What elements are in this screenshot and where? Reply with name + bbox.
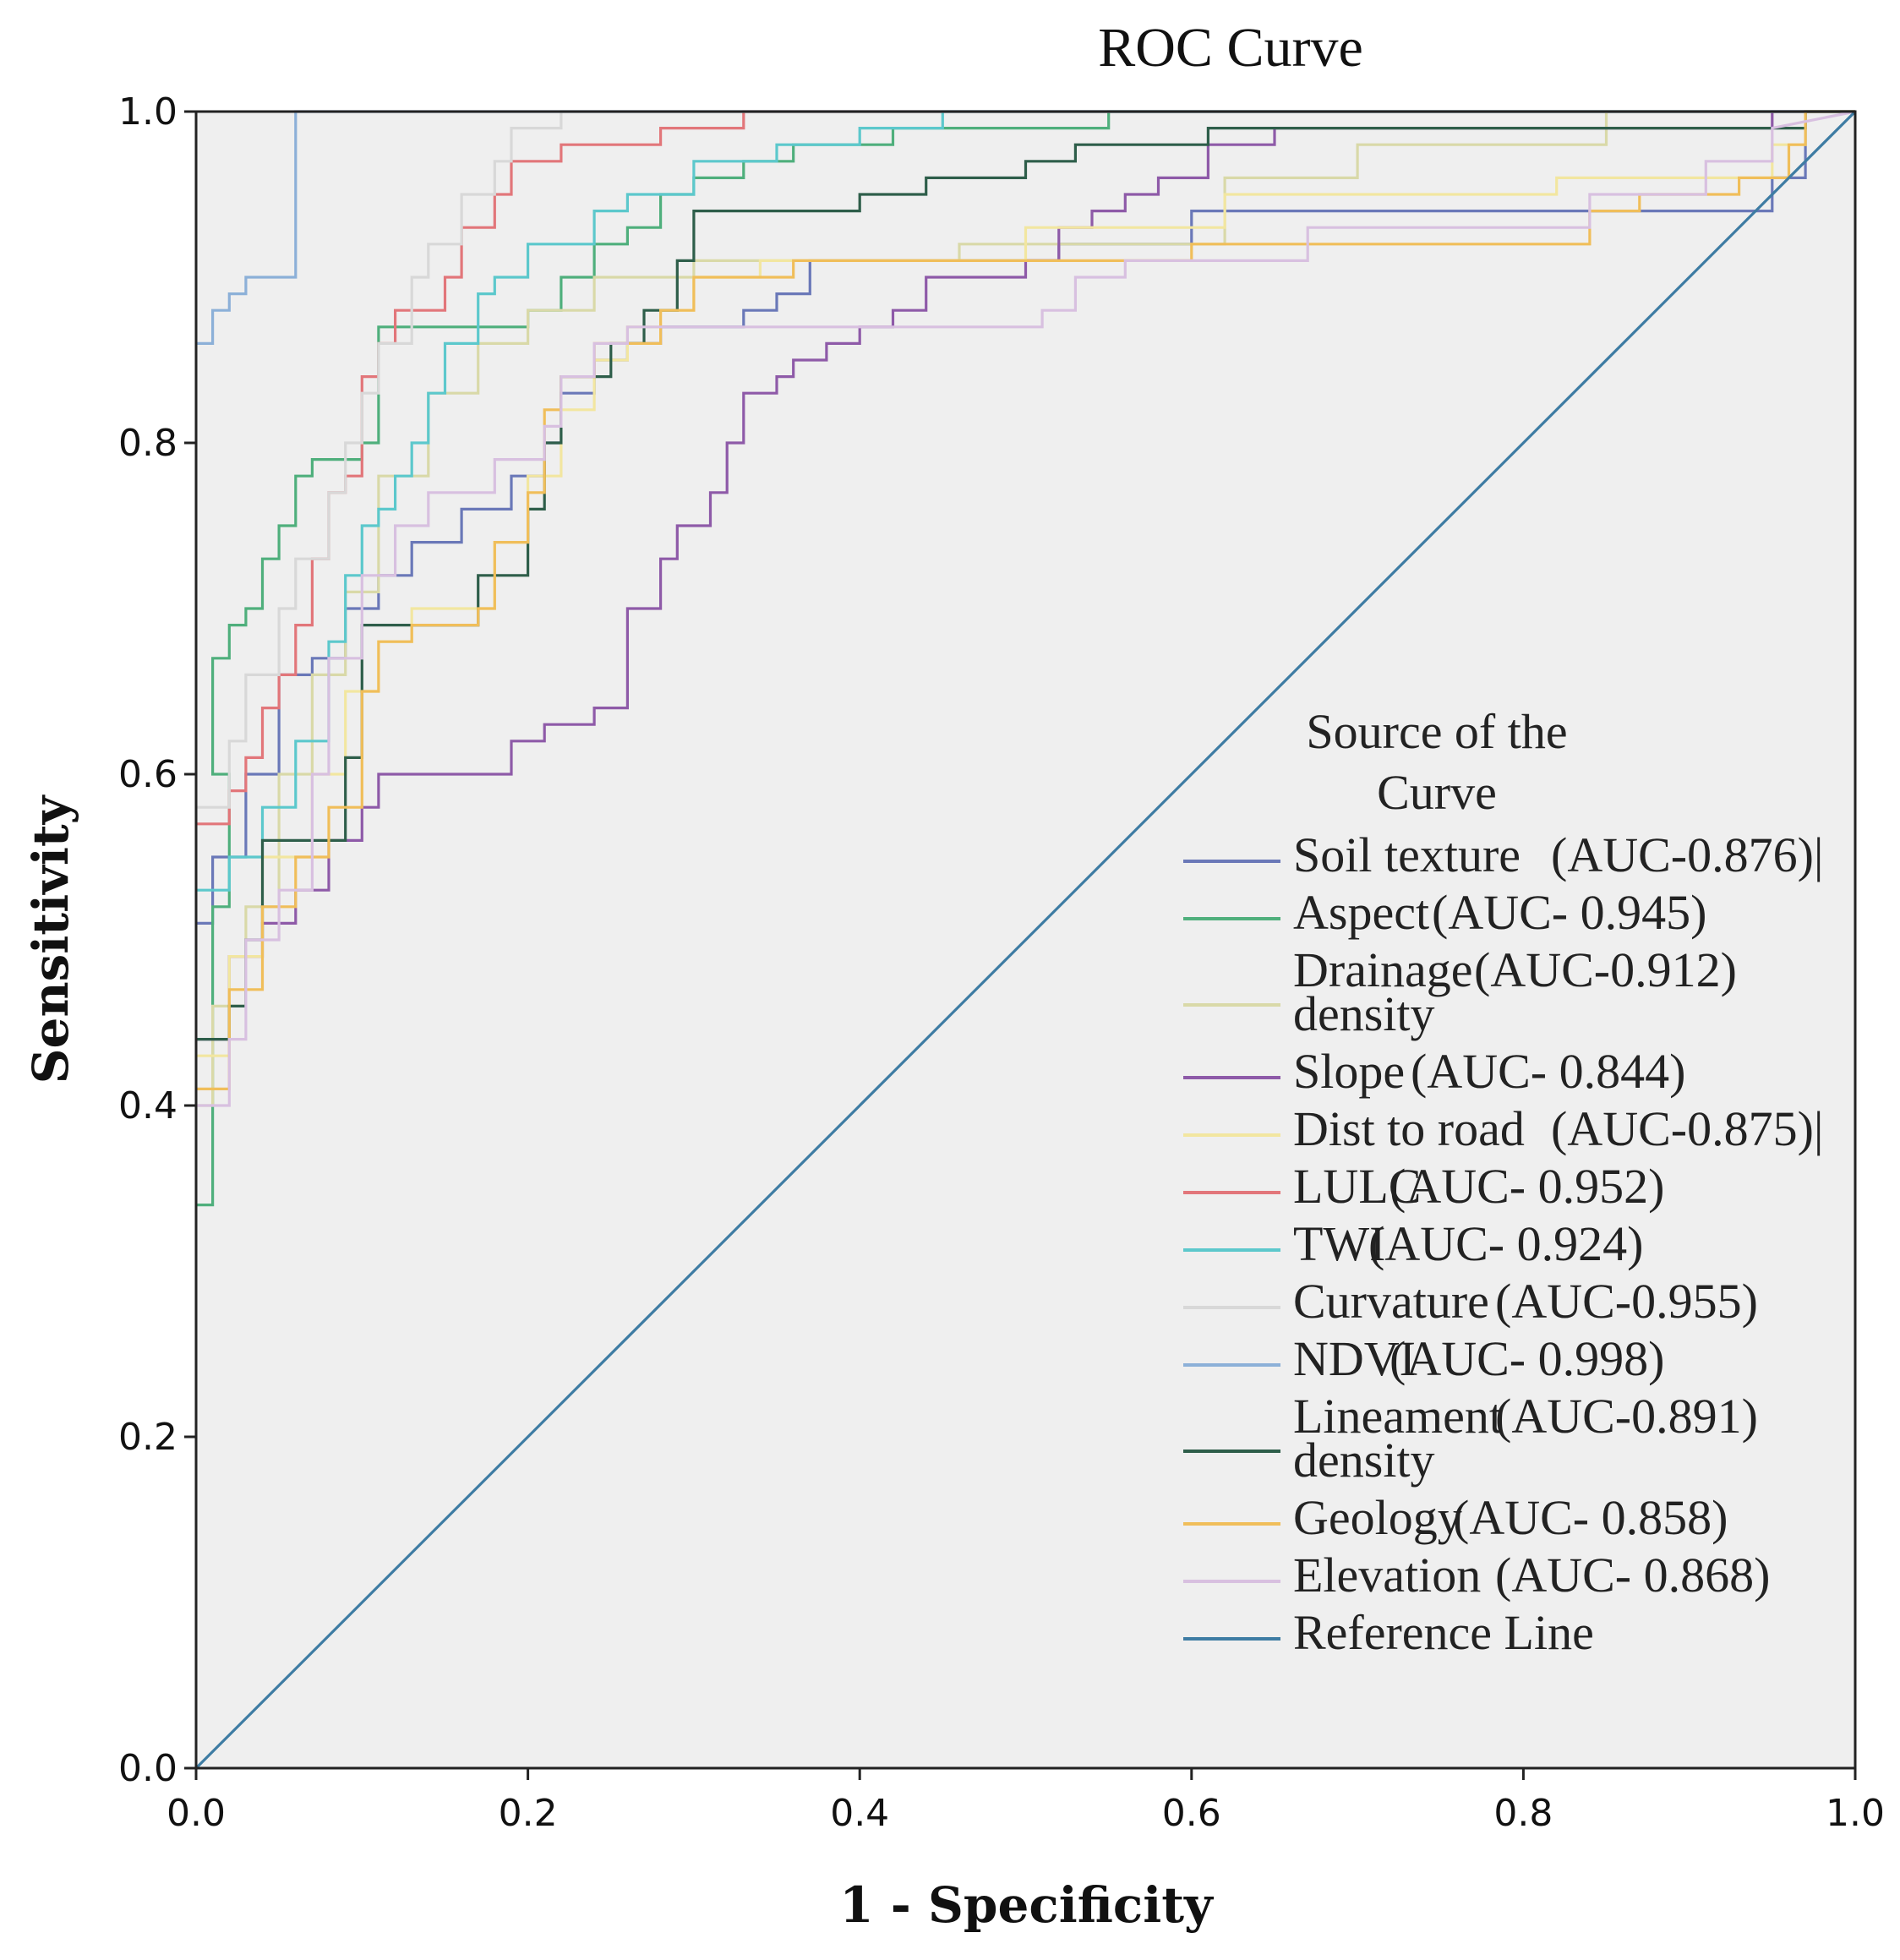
series-line-geology (196, 110, 1855, 1090)
legend-label-curvature: Curvature (1293, 1274, 1489, 1329)
x-axis: 0.0 0.2 0.4 0.6 0.8 1.0 (167, 1768, 1885, 1835)
legend-label-geology: Geology (1293, 1490, 1462, 1545)
x-tick-label: 0.8 (1493, 1792, 1553, 1835)
legend-label-ndvi: NDVI (1293, 1331, 1416, 1386)
legend-label-soil-texture: Soil texture (1293, 827, 1521, 882)
series-line-drainage (196, 110, 1855, 1107)
legend-label-line2-lineament: density (1293, 1433, 1435, 1488)
legend-items: Soil texture (AUC-0.876)| Aspect (AUC- 0.94… (1183, 827, 1824, 1660)
legend-label-lulc: LULC (1293, 1159, 1421, 1214)
legend: Source of the Curve Soil texture (AUC-0.8… (1183, 704, 1824, 1660)
y-tick-label: 0.2 (118, 1416, 177, 1459)
legend-label-line2-drainage: density (1293, 986, 1435, 1041)
legend-label-dist-to-road: Dist to road (1293, 1101, 1525, 1156)
legend-auc-twi: (AUC- 0.924) (1368, 1216, 1643, 1271)
legend-label-reference-line: Reference Line (1293, 1605, 1594, 1660)
series-line-reference-line (194, 110, 1857, 1770)
y-axis: 0.0 0.2 0.4 0.6 0.8 1.0 (118, 90, 196, 1790)
chart-title: ROC Curve (1098, 17, 1363, 79)
y-tick-label: 0.6 (118, 753, 177, 796)
legend-auc-lulc: (AUC- 0.952) (1390, 1159, 1664, 1214)
legend-label-elevation: Elevation (1293, 1548, 1481, 1602)
series-line-slope (196, 110, 1855, 1041)
y-axis-title: Sensitivity (22, 794, 79, 1084)
series-line-lulc (196, 110, 1855, 826)
legend-title-line1: Source of the (1306, 704, 1567, 759)
x-tick-label: 0.6 (1162, 1792, 1221, 1835)
series-line-twi (196, 110, 1855, 892)
plot-frame (194, 110, 1857, 1770)
x-axis-title: 1 - Specificity (839, 1876, 1215, 1934)
y-tick-label: 0.0 (118, 1747, 177, 1790)
legend-auc-geology: (AUC- 0.858) (1453, 1490, 1728, 1545)
legend-auc-aspect: (AUC- 0.945) (1432, 885, 1706, 940)
series-line-lineament (196, 110, 1855, 1041)
x-tick-label: 1.0 (1826, 1792, 1885, 1835)
legend-label-aspect: Aspect (1293, 885, 1429, 940)
legend-auc-elevation: (AUC- 0.868) (1495, 1548, 1770, 1602)
legend-auc-ndvi: (AUC- 0.998) (1390, 1331, 1664, 1386)
y-tick-label: 1.0 (118, 90, 177, 134)
series-line-elevation (196, 110, 1856, 1107)
legend-label-twi: TWI (1293, 1216, 1386, 1271)
series-line-ndvi (196, 110, 1855, 345)
y-tick-label: 0.8 (118, 422, 177, 465)
legend-auc-curvature: (AUC-0.955) (1495, 1274, 1758, 1329)
y-tick-label: 0.4 (118, 1084, 177, 1127)
legend-label-drainage: Drainage (1293, 942, 1473, 997)
legend-label-slope: Slope (1293, 1044, 1405, 1099)
legend-title-line2: Curve (1377, 765, 1497, 820)
x-tick-label: 0.0 (167, 1792, 226, 1835)
series-layer (194, 110, 1857, 1770)
legend-label-lineament: Lineament (1293, 1389, 1503, 1444)
legend-auc-soil-texture: (AUC-0.876)| (1551, 827, 1824, 882)
legend-auc-slope: (AUC- 0.844) (1411, 1044, 1685, 1099)
x-tick-label: 0.4 (830, 1792, 889, 1835)
legend-auc-drainage: (AUC-0.912) (1474, 942, 1737, 997)
legend-auc-lineament: (AUC-0.891) (1495, 1389, 1758, 1444)
x-tick-label: 0.2 (499, 1792, 558, 1835)
legend-auc-dist-to-road: (AUC-0.875)| (1551, 1101, 1824, 1156)
series-line-curvature (196, 110, 1855, 809)
